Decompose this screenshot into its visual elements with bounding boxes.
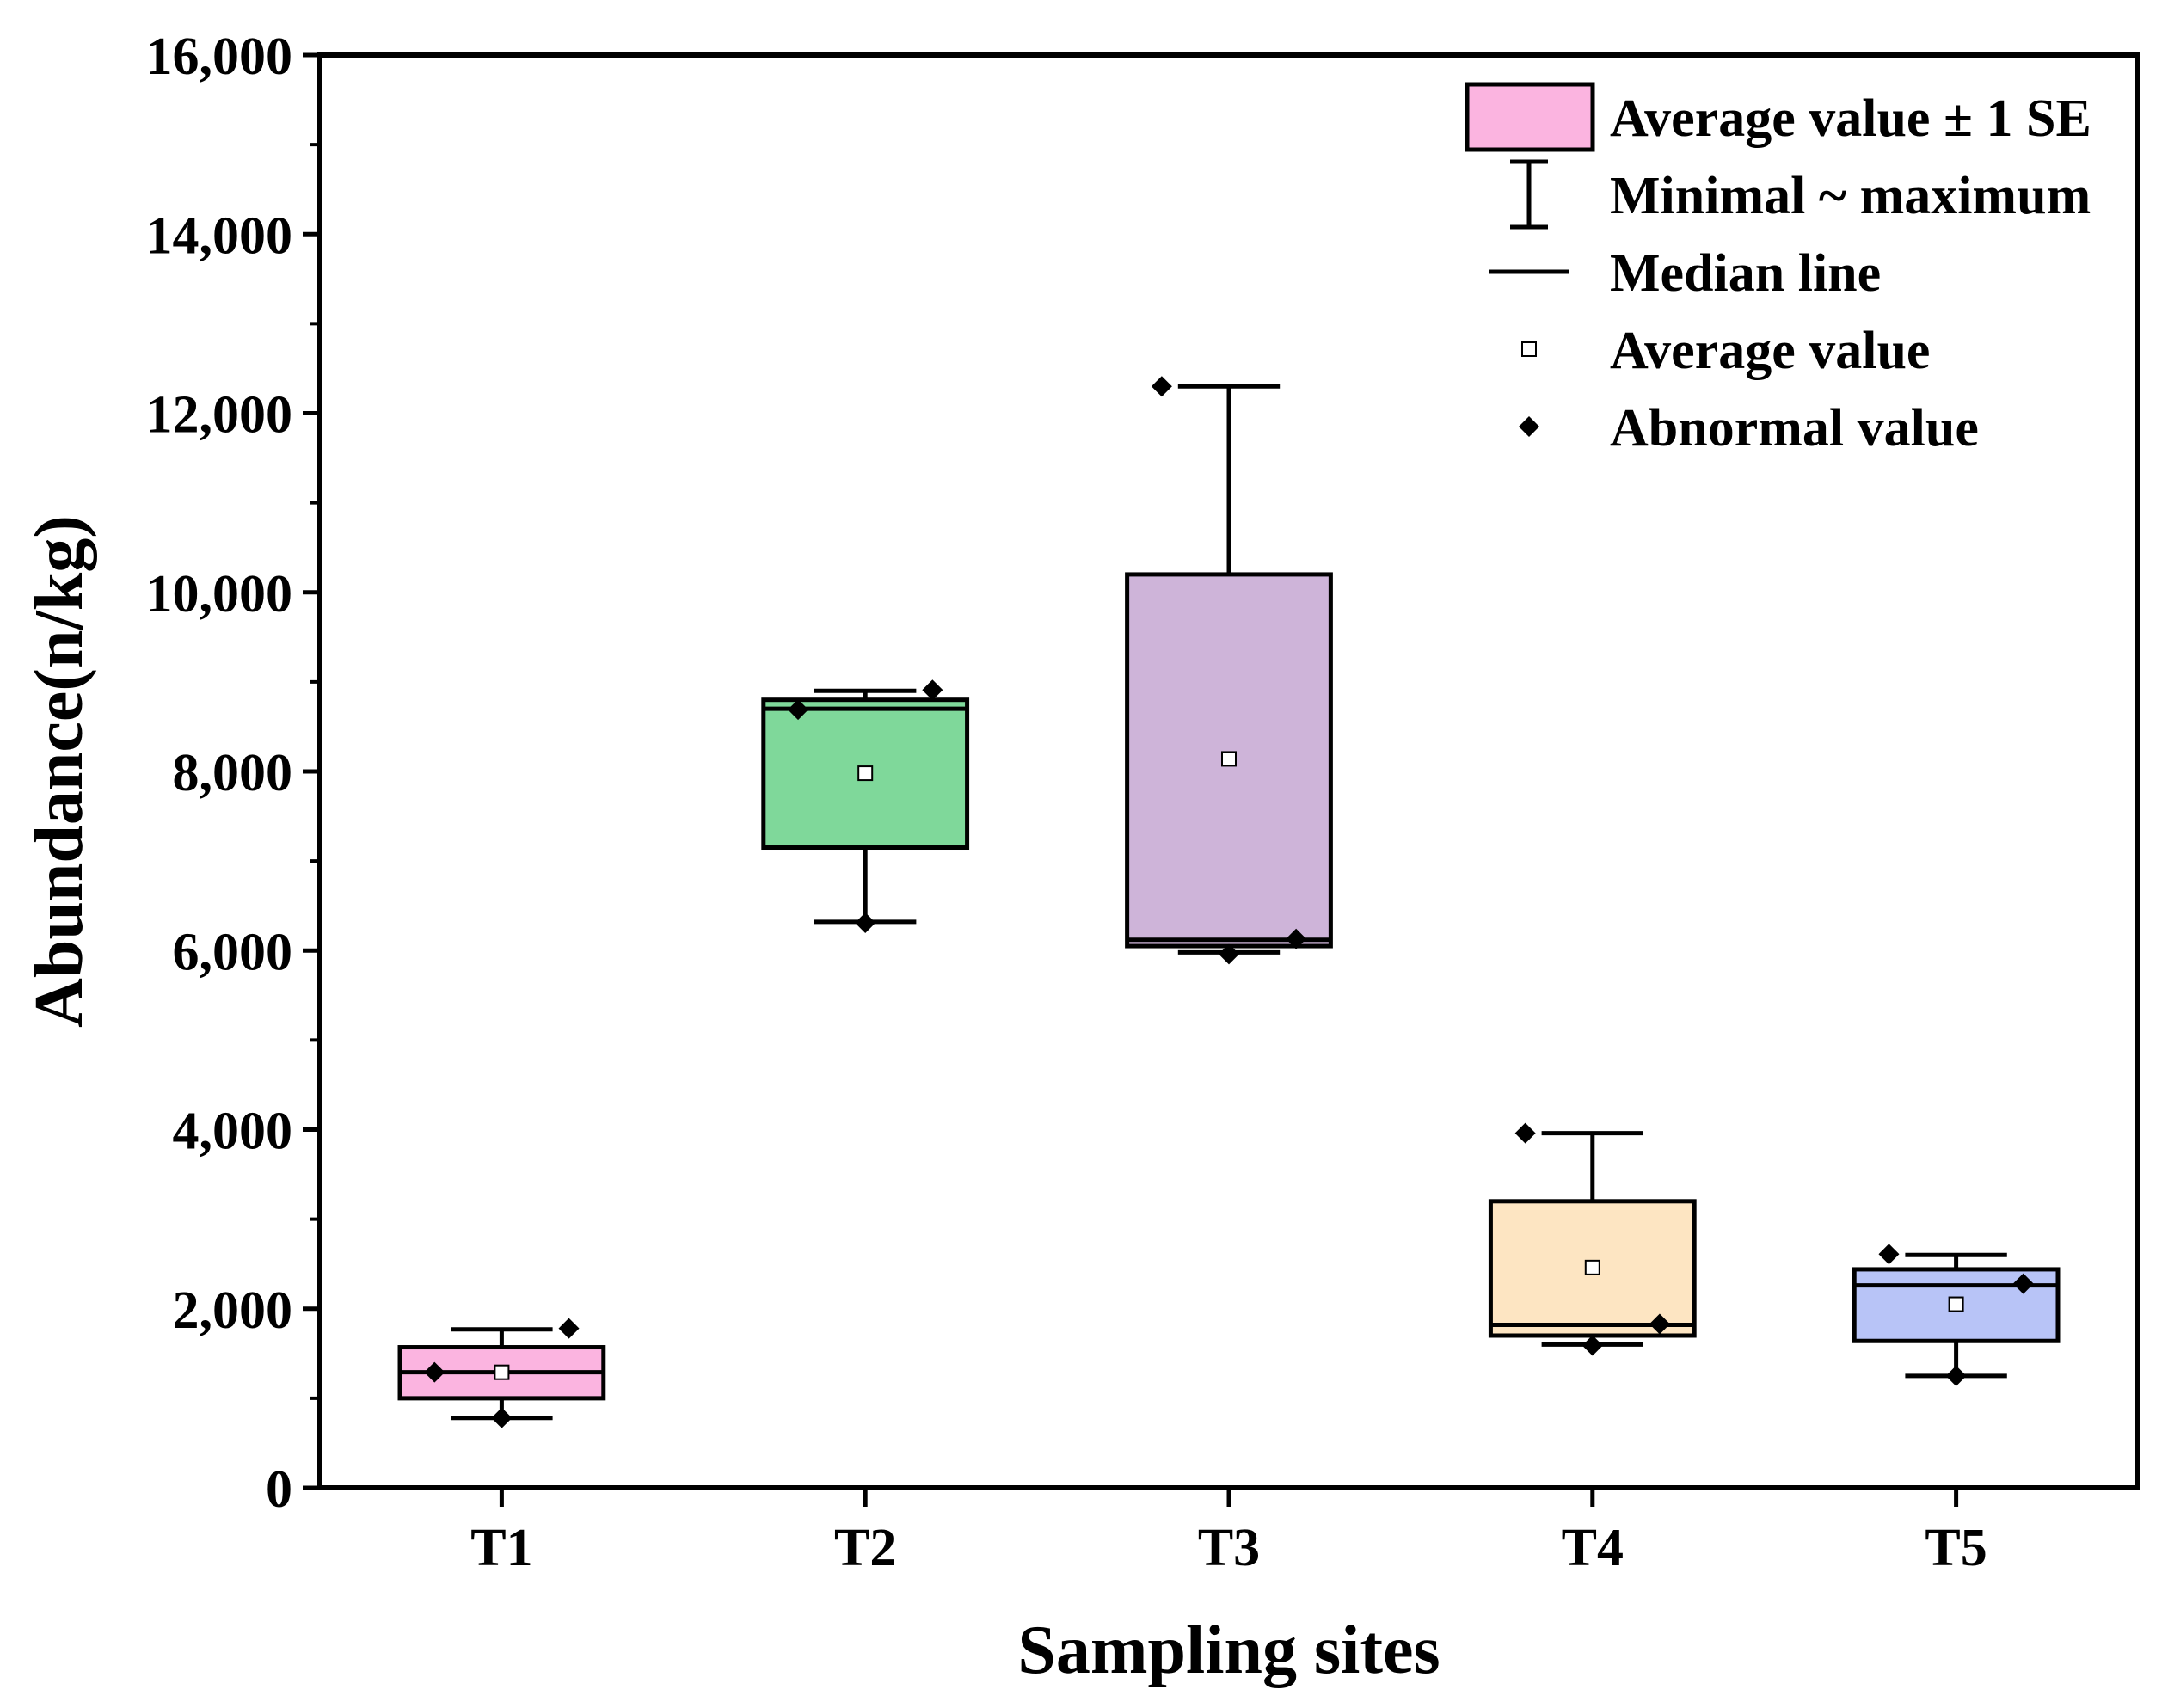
legend-outlier-swatch	[1519, 416, 1539, 437]
data-point	[1878, 1244, 1900, 1265]
legend-label: Abnormal value	[1610, 399, 1979, 458]
x-tick-label: T4	[1562, 1519, 1624, 1577]
box-T5	[1852, 1244, 2061, 1386]
data-point	[1581, 1335, 1603, 1356]
legend-label: Average value ± 1 SE	[1610, 89, 2091, 148]
legend-mean-swatch	[1521, 341, 1537, 357]
mean-marker	[1221, 751, 1237, 767]
y-tick-label: 10,000	[146, 565, 293, 624]
legend: Average value ± 1 SE Minimal ~ maximum Med…	[1465, 82, 2091, 458]
box-T2	[761, 679, 970, 933]
y-tick-label: 14,000	[146, 206, 293, 265]
data-point	[1286, 928, 1307, 949]
y-tick-label: 12,000	[146, 386, 293, 445]
data-point	[855, 912, 876, 933]
y-tick-label: 8,000	[173, 744, 293, 802]
data-point	[788, 699, 809, 721]
y-tick-label: 2,000	[173, 1281, 293, 1340]
legend-item: Median line	[1489, 244, 1881, 303]
y-tick-label: 6,000	[173, 923, 293, 981]
data-point	[1151, 376, 1172, 397]
mean-marker	[857, 765, 874, 782]
legend-item: Abnormal value	[1519, 399, 1979, 458]
data-point	[1945, 1365, 1967, 1386]
box-T3	[1125, 376, 1333, 965]
box-T4	[1488, 1122, 1697, 1356]
data-point	[1514, 1122, 1536, 1144]
legend-label: Average value	[1610, 322, 1930, 380]
y-tick-label: 4,000	[173, 1103, 293, 1161]
legend-label: Minimal ~ maximum	[1610, 167, 2091, 225]
x-tick-label: T2	[834, 1519, 896, 1577]
legend-item: Minimal ~ maximum	[1510, 159, 2091, 230]
y-tick-label: 16,000	[146, 28, 293, 86]
mean-marker	[1948, 1296, 1964, 1312]
legend-item: Average value	[1521, 322, 1930, 380]
y-axis-title: Abundance(n/kg)	[21, 515, 97, 1028]
legend-label: Median line	[1610, 244, 1881, 303]
data-point	[491, 1407, 513, 1428]
y-tick-label: 0	[266, 1460, 292, 1519]
legend-item: Average value ± 1 SE	[1465, 82, 2091, 152]
data-point	[424, 1361, 445, 1383]
data-point	[1219, 943, 1239, 965]
x-tick-label: T3	[1198, 1519, 1260, 1577]
data-point	[922, 679, 943, 701]
data-point	[1649, 1313, 1670, 1335]
data-point	[558, 1318, 580, 1339]
x-tick-label: T1	[470, 1519, 532, 1577]
data-point	[2012, 1273, 2034, 1294]
mean-marker	[1584, 1259, 1600, 1275]
mean-marker	[494, 1364, 510, 1380]
box-T1	[397, 1318, 606, 1428]
x-axis-title: Sampling sites	[1017, 1613, 1440, 1688]
legend-box-swatch	[1465, 82, 1595, 152]
x-tick-label: T5	[1925, 1519, 1987, 1577]
